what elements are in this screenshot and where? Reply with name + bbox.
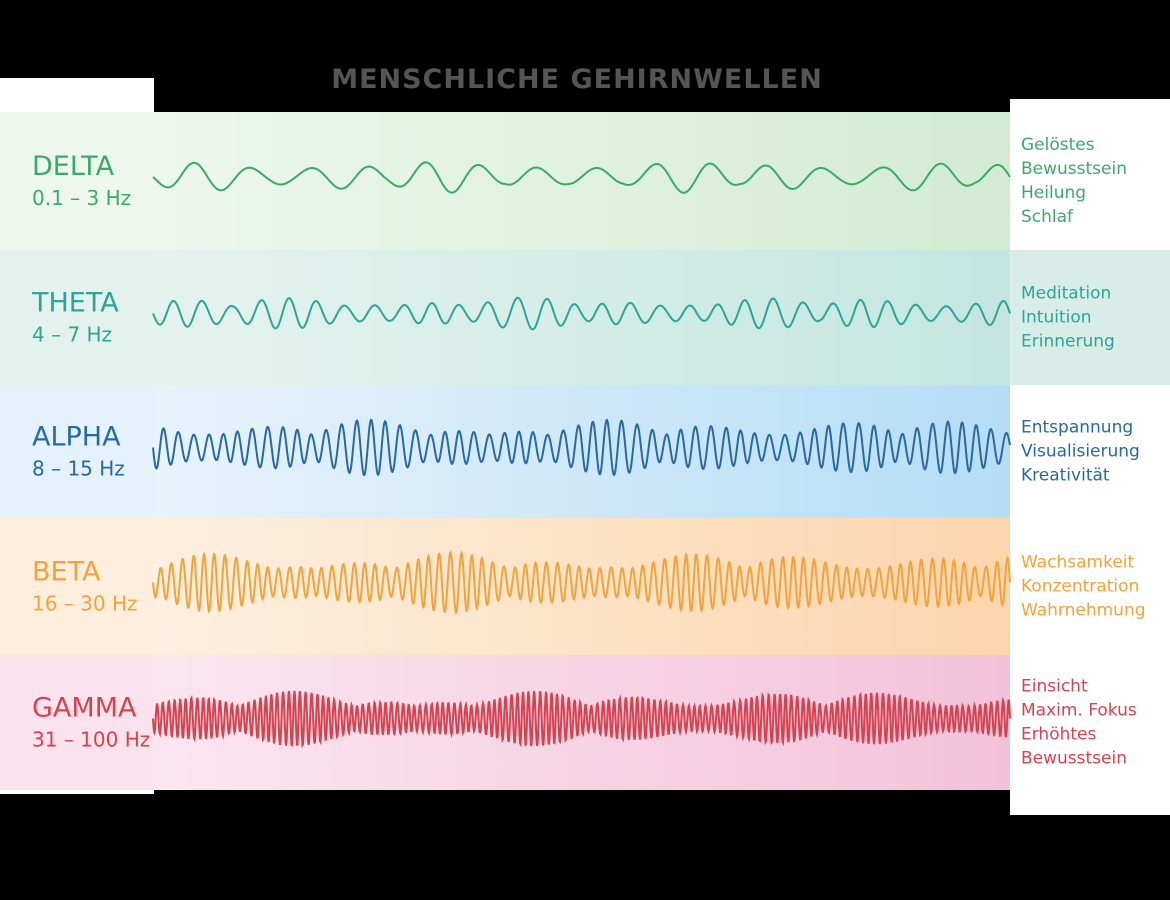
effect: Bewusstsein xyxy=(1021,749,1127,769)
band-range: 4 – 7 Hz xyxy=(32,323,112,347)
band-left xyxy=(0,518,154,655)
effect: Wachsamkeit xyxy=(1021,553,1135,573)
effect: Bewusstsein xyxy=(1021,159,1127,179)
title: MENSCHLICHE GEHIRNWELLEN xyxy=(331,64,823,95)
effect: Maxim. Fokus xyxy=(1021,701,1137,721)
band-left xyxy=(0,385,154,518)
effect: Schlaf xyxy=(1021,207,1074,227)
band-name: DELTA xyxy=(32,151,115,182)
right-panel xyxy=(1010,99,1170,815)
band-range: 0.1 – 3 Hz xyxy=(32,186,131,210)
effect: Kreativität xyxy=(1021,466,1110,486)
effect: Entspannung xyxy=(1021,418,1133,438)
effect: Meditation xyxy=(1021,284,1111,304)
wave xyxy=(152,161,1011,194)
wave xyxy=(152,418,1011,477)
band-left xyxy=(0,112,154,250)
band-name: GAMMA xyxy=(32,693,137,724)
wave xyxy=(152,550,1011,616)
effect: Visualisierung xyxy=(1021,442,1140,462)
effect: Einsicht xyxy=(1021,677,1088,697)
effect: Erinnerung xyxy=(1021,332,1115,352)
effect: Gelöstes xyxy=(1021,135,1095,155)
band-range: 8 – 15 Hz xyxy=(32,457,125,481)
effect: Wahrnehmung xyxy=(1021,601,1146,621)
band-name: ALPHA xyxy=(32,422,121,453)
effect: Heilung xyxy=(1021,183,1086,203)
band-left xyxy=(0,655,154,790)
band xyxy=(153,250,1010,385)
band-name: BETA xyxy=(32,557,101,588)
effect: Konzentration xyxy=(1021,577,1139,597)
wave xyxy=(152,296,1011,331)
effect: Erhöhtes xyxy=(1021,725,1097,745)
band xyxy=(153,112,1010,250)
band-right xyxy=(1010,250,1170,385)
effect: Intuition xyxy=(1021,308,1092,328)
wave xyxy=(152,690,1011,749)
band-left xyxy=(0,250,154,385)
band-range: 31 – 100 Hz xyxy=(32,728,150,752)
band xyxy=(153,385,1010,518)
band-range: 16 – 30 Hz xyxy=(32,592,138,616)
band-name: THETA xyxy=(31,288,119,319)
